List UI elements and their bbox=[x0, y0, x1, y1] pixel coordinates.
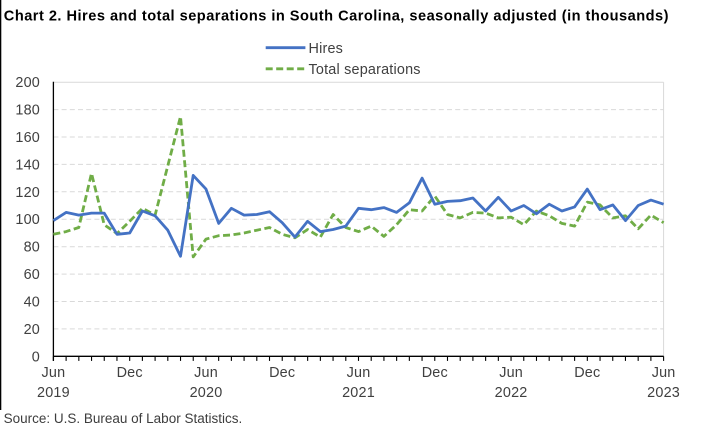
svg-text:Jun: Jun bbox=[194, 365, 218, 381]
svg-text:Dec: Dec bbox=[117, 365, 143, 381]
svg-text:Total separations: Total separations bbox=[309, 62, 421, 78]
svg-text:2020: 2020 bbox=[190, 385, 223, 401]
svg-text:180: 180 bbox=[15, 103, 40, 119]
svg-text:Dec: Dec bbox=[269, 365, 295, 381]
svg-text:Hires: Hires bbox=[309, 41, 344, 57]
svg-text:2023: 2023 bbox=[647, 385, 680, 401]
svg-text:140: 140 bbox=[15, 157, 40, 173]
svg-text:2019: 2019 bbox=[37, 385, 70, 401]
svg-text:100: 100 bbox=[15, 212, 40, 228]
svg-text:120: 120 bbox=[15, 185, 40, 201]
svg-text:Jun: Jun bbox=[499, 365, 523, 381]
svg-text:Source: U.S. Bureau of Labor S: Source: U.S. Bureau of Labor Statistics. bbox=[4, 411, 243, 426]
svg-text:0: 0 bbox=[32, 349, 40, 365]
svg-text:Chart 2. Hires and total separ: Chart 2. Hires and total separations in … bbox=[4, 8, 669, 24]
svg-text:2022: 2022 bbox=[495, 385, 528, 401]
svg-text:Dec: Dec bbox=[574, 365, 600, 381]
svg-text:60: 60 bbox=[24, 267, 40, 283]
svg-text:Dec: Dec bbox=[422, 365, 448, 381]
svg-text:200: 200 bbox=[15, 75, 40, 91]
svg-text:20: 20 bbox=[24, 322, 40, 338]
svg-text:80: 80 bbox=[24, 240, 40, 256]
svg-text:Jun: Jun bbox=[347, 365, 371, 381]
svg-text:160: 160 bbox=[15, 130, 40, 146]
svg-text:2021: 2021 bbox=[342, 385, 375, 401]
svg-text:Jun: Jun bbox=[652, 365, 676, 381]
svg-text:Jun: Jun bbox=[41, 365, 65, 381]
svg-text:40: 40 bbox=[24, 295, 40, 311]
